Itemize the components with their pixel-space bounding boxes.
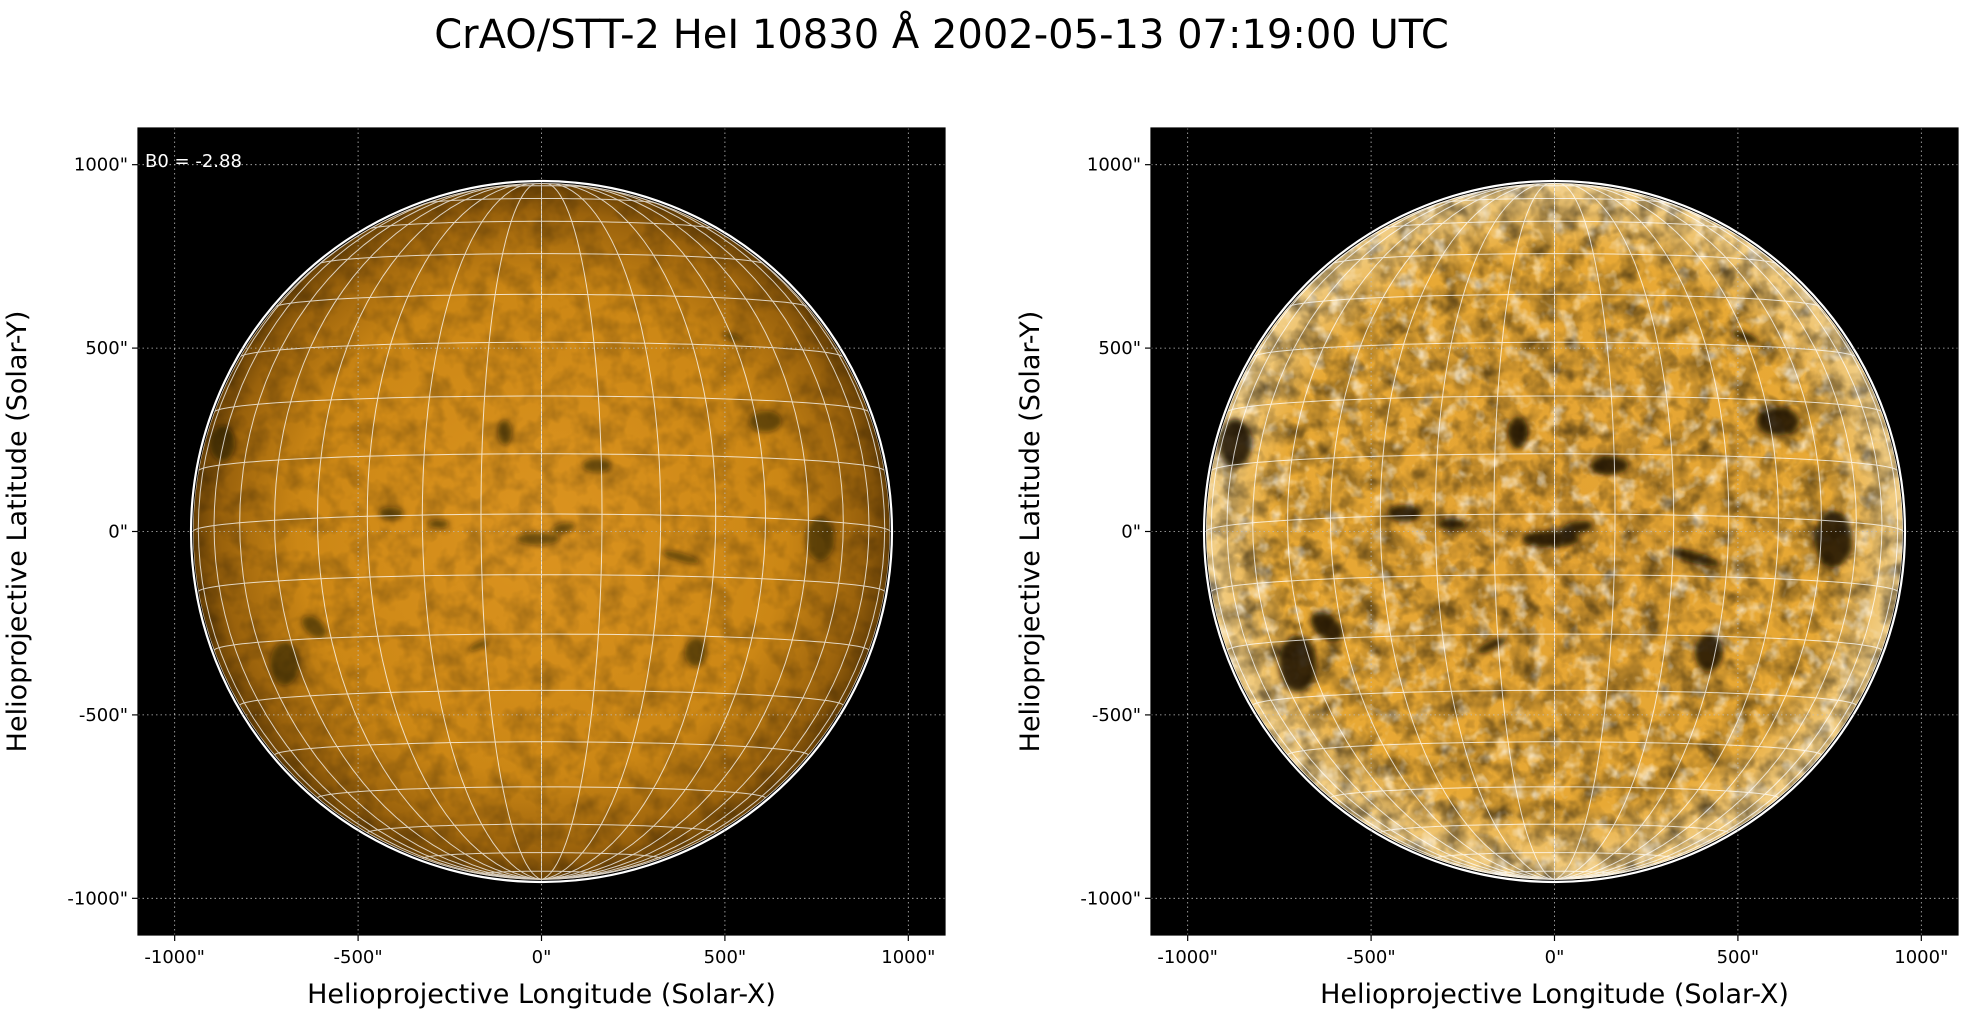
x-tick-label: -1000" xyxy=(144,947,205,968)
y-axis-label: Helioprojective Latitude (Solar-Y) xyxy=(1015,311,1046,753)
x-tick-label: -500" xyxy=(1347,947,1396,968)
heliographic-grid xyxy=(193,183,890,880)
heliographic-grid xyxy=(1206,183,1903,880)
x-tick-label: -1000" xyxy=(1157,947,1218,968)
x-tick-label: -500" xyxy=(334,947,383,968)
x-tick-label: 0" xyxy=(1545,947,1565,968)
y-tick-label: 0" xyxy=(1121,522,1141,543)
x-tick-label: 1000" xyxy=(1894,947,1948,968)
right-panel: -1000" 1000" -500" 500" 0" 0" 500" -500" 1000" -1… xyxy=(1015,127,1959,1010)
y-axis-label: Helioprojective Latitude (Solar-Y) xyxy=(2,311,33,753)
y-tick-label: 0" xyxy=(108,522,128,543)
y-tick-label: -500" xyxy=(1092,705,1141,726)
x-axis-label: Helioprojective Longitude (Solar-X) xyxy=(1320,979,1789,1010)
y-tick-label: -1000" xyxy=(67,888,128,909)
y-tick-label: 1000" xyxy=(74,155,128,176)
y-tick-label: -500" xyxy=(79,705,128,726)
y-tick-label: 500" xyxy=(1098,338,1141,359)
y-tick-label: 1000" xyxy=(1087,155,1141,176)
x-tick-label: 0" xyxy=(532,947,552,968)
left-panel: -1000" 1000" -500" 500" 0" 0" 500" -500" 1000" -1… xyxy=(2,127,946,1010)
solar-limb xyxy=(189,179,894,884)
dark-features xyxy=(1218,255,1853,693)
solar-limb xyxy=(1202,179,1907,884)
x-tick-label: 500" xyxy=(704,947,747,968)
y-tick-label: -1000" xyxy=(1080,888,1141,909)
b0-annotation: B0 = -2.88 xyxy=(145,151,242,172)
figure-title: CrAO/STT-2 HeI 10830 Å 2002-05-13 07:19:… xyxy=(434,12,1449,58)
x-tick-label: 500" xyxy=(1717,947,1760,968)
dark-features xyxy=(209,257,835,686)
x-axis-label: Helioprojective Longitude (Solar-X) xyxy=(307,979,776,1010)
y-tick-label: 500" xyxy=(85,338,128,359)
x-tick-label: 1000" xyxy=(881,947,935,968)
